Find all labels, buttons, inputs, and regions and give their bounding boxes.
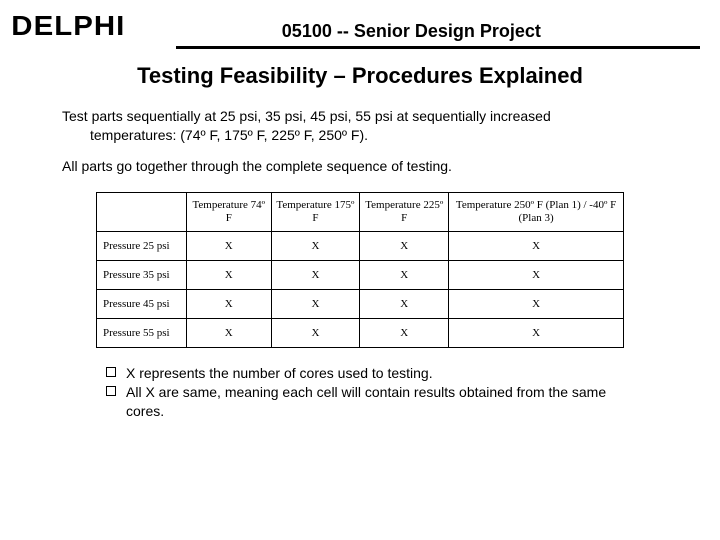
checkbox-icon	[106, 367, 116, 377]
checkbox-icon	[106, 386, 116, 396]
cell: X	[360, 319, 449, 348]
col-temp-74: Temperature 74º F	[187, 192, 272, 231]
header-rule	[176, 46, 700, 49]
col-temp-250: Temperature 250º F (Plan 1) / -40º F (Pl…	[449, 192, 624, 231]
cell: X	[271, 261, 360, 290]
notes: X represents the number of cores used to…	[0, 348, 720, 421]
cell: X	[187, 290, 272, 319]
table-header-row: Temperature 74º F Temperature 175º F Tem…	[97, 192, 624, 231]
slide-title: Testing Feasibility – Procedures Explain…	[0, 63, 720, 89]
p1-line1: Test parts sequentially at 25 psi, 35 ps…	[62, 108, 551, 124]
cell: X	[449, 319, 624, 348]
cell: X	[360, 290, 449, 319]
cell: X	[449, 261, 624, 290]
test-matrix-table: Temperature 74º F Temperature 175º F Tem…	[96, 192, 624, 348]
note-1: X represents the number of cores used to…	[106, 364, 640, 383]
note-1-text: X represents the number of cores used to…	[126, 364, 433, 383]
cell: X	[187, 232, 272, 261]
col-temp-175: Temperature 175º F	[271, 192, 360, 231]
cell: X	[449, 290, 624, 319]
row-label: Pressure 35 psi	[97, 261, 187, 290]
col-blank	[97, 192, 187, 231]
table-row: Pressure 55 psi X X X X	[97, 319, 624, 348]
cell: X	[187, 319, 272, 348]
paragraph-1: Test parts sequentially at 25 psi, 35 ps…	[62, 107, 658, 145]
body-text: Test parts sequentially at 25 psi, 35 ps…	[0, 107, 720, 176]
row-label: Pressure 55 psi	[97, 319, 187, 348]
cell: X	[449, 232, 624, 261]
cell: X	[360, 232, 449, 261]
p1-line2: temperatures: (74º F, 175º F, 225º F, 25…	[62, 126, 658, 145]
note-2: All X are same, meaning each cell will c…	[106, 383, 640, 421]
cell: X	[271, 319, 360, 348]
row-label: Pressure 45 psi	[97, 290, 187, 319]
table-row: Pressure 35 psi X X X X	[97, 261, 624, 290]
col-temp-225: Temperature 225º F	[360, 192, 449, 231]
cell: X	[187, 261, 272, 290]
cell: X	[360, 261, 449, 290]
paragraph-2: All parts go together through the comple…	[62, 157, 658, 176]
row-label: Pressure 25 psi	[97, 232, 187, 261]
table-row: Pressure 45 psi X X X X	[97, 290, 624, 319]
cell: X	[271, 290, 360, 319]
logo: DELPHI	[11, 12, 125, 44]
cell: X	[271, 232, 360, 261]
note-2-text: All X are same, meaning each cell will c…	[126, 383, 640, 421]
project-title: 05100 -- Senior Design Project	[123, 21, 700, 44]
table-row: Pressure 25 psi X X X X	[97, 232, 624, 261]
